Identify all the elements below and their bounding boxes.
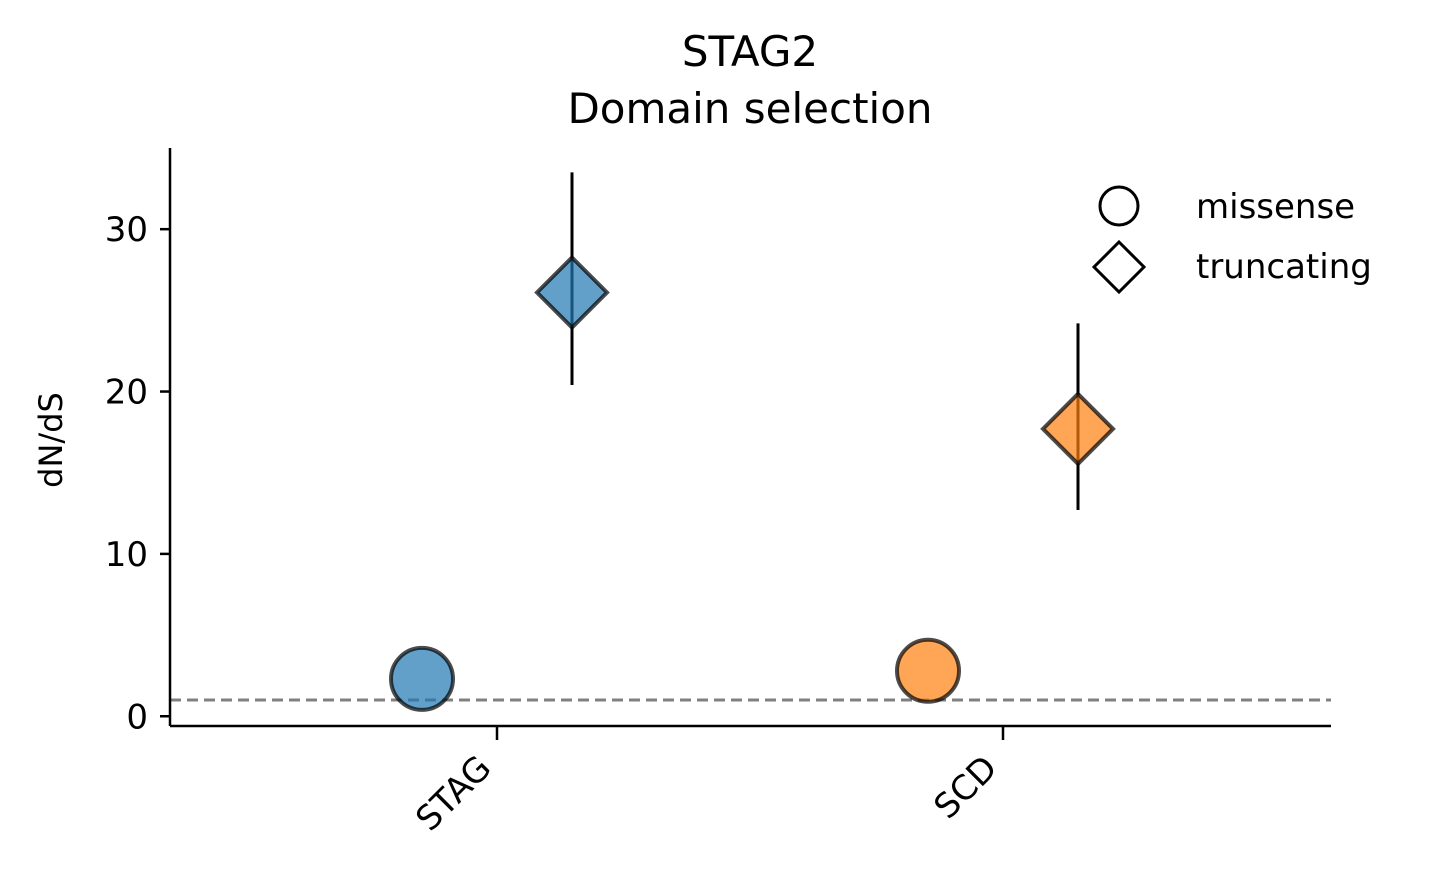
truncating-scd-point xyxy=(1040,391,1116,467)
chart-title: STAG2 xyxy=(682,27,818,76)
y-axis-label: dN/dS xyxy=(32,392,70,488)
x-tick-label-stag: STAG xyxy=(408,748,499,839)
legend-truncating-marker-icon xyxy=(1091,239,1147,295)
y-tick-label-20: 20 xyxy=(105,373,148,413)
legend-missense-label: missense xyxy=(1196,187,1355,227)
y-tick-label-10: 10 xyxy=(105,535,148,575)
truncating-stag-point xyxy=(534,254,610,331)
missense-scd-point xyxy=(895,637,961,704)
x-tick-label-scd: SCD xyxy=(927,748,1006,827)
chart-subtitle: Domain selection xyxy=(567,84,932,133)
legend-truncating-label: truncating xyxy=(1196,247,1372,287)
missense-stag-point xyxy=(389,645,455,712)
legend-missense-marker-icon xyxy=(1098,185,1140,227)
y-tick-label-0: 0 xyxy=(126,697,148,737)
legend: missense truncating xyxy=(1091,185,1372,295)
y-tick-label-30: 30 xyxy=(105,210,148,250)
plot-area: 0 10 20 30 STAG SCD xyxy=(105,148,1331,839)
